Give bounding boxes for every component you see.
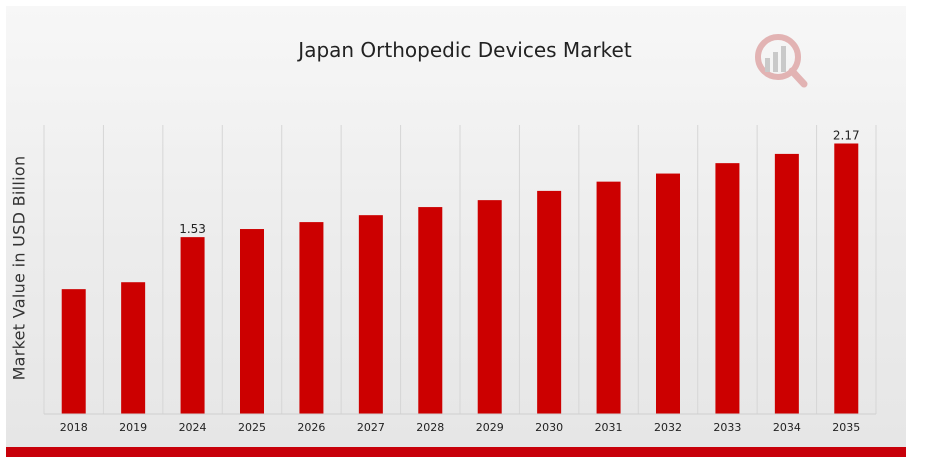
x-tick-label: 2024 xyxy=(179,421,207,434)
bar-2029 xyxy=(477,200,502,414)
x-tick-label: 2019 xyxy=(119,421,147,434)
x-tick-label: 2027 xyxy=(357,421,385,434)
bar-2025 xyxy=(240,229,264,414)
bar-2027 xyxy=(358,215,383,414)
bar-2034 xyxy=(774,153,799,414)
x-tick-label: 2034 xyxy=(773,421,801,434)
chart-panel xyxy=(6,6,906,448)
x-tick-label: 2031 xyxy=(595,421,623,434)
x-tick-label: 2028 xyxy=(416,421,444,434)
x-tick-label: 2030 xyxy=(535,421,563,434)
chart-title: Japan Orthopedic Devices Market xyxy=(298,38,632,62)
x-tick-label: 2033 xyxy=(713,421,741,434)
bar-2033 xyxy=(715,163,740,414)
accent-band xyxy=(6,447,906,457)
x-tick-label: 2029 xyxy=(476,421,504,434)
bar-2030 xyxy=(537,190,562,414)
bar-2018 xyxy=(61,289,86,414)
bar-2032 xyxy=(656,173,680,414)
x-tick-label: 2035 xyxy=(832,421,860,434)
bar-2026 xyxy=(299,222,324,414)
x-tick-label: 2026 xyxy=(297,421,325,434)
x-tick-label: 2025 xyxy=(238,421,266,434)
x-tick-label: 2032 xyxy=(654,421,682,434)
bar-2024 xyxy=(180,237,205,414)
x-tick-label: 2018 xyxy=(60,421,88,434)
bar-2035 xyxy=(834,143,859,414)
bar-2031 xyxy=(596,181,621,414)
data-label: 1.53 xyxy=(179,222,206,236)
market-research-logo-icon xyxy=(755,34,808,88)
bar-2028 xyxy=(418,207,443,414)
data-label: 2.17 xyxy=(833,128,860,142)
bar-2019 xyxy=(121,282,146,414)
